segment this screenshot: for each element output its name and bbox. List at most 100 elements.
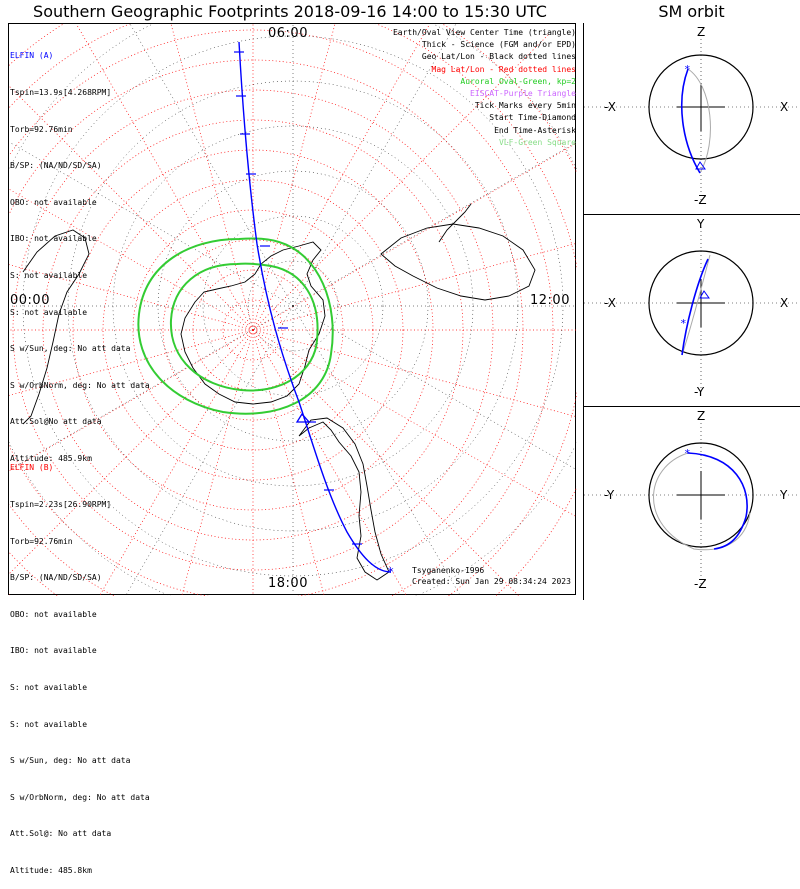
geo-lon-line: [292, 305, 577, 471]
legend-item: End Time-Asterisk: [494, 125, 576, 135]
mag-lon-line: [252, 329, 325, 596]
geo-lon-line: [129, 24, 294, 307]
elfin-a-line: S: not available: [10, 307, 88, 317]
sm-xz-top-label: Z: [697, 25, 706, 39]
mag-lat-circle: [222, 299, 284, 361]
sm-yz-left-label: -Y: [604, 488, 615, 502]
mag-lon-line: [9, 264, 254, 331]
sm-xz-right-label: X: [780, 100, 789, 114]
australia-coastline: [380, 223, 536, 301]
new-zealand-coastline: [438, 203, 472, 243]
geo-lon-line: [292, 24, 457, 307]
sm-yz-right-label: Y: [780, 488, 788, 502]
legend-item: Earth/Oval View Center Time (triangle): [392, 28, 576, 37]
mag-lon-line: [252, 242, 577, 331]
legend-item: Mag Lat/Lon - Red dotted lines: [431, 64, 577, 74]
mag-lon-line: [252, 32, 551, 331]
view-center-triangle: [295, 412, 311, 423]
mag-lon-line: [252, 329, 407, 596]
hour-label-top: 06:00: [268, 26, 308, 41]
elfin-b-line: S w/Sun, deg: No att data: [10, 756, 131, 766]
sm-orbit-title: SM orbit: [658, 2, 725, 21]
south-america-coastline: [298, 417, 390, 581]
mag-lat-circle: [162, 239, 344, 421]
mag-lon-line: [9, 188, 254, 331]
mag-lat-circle: [102, 179, 404, 481]
elfin-b-line: OBO: not available: [10, 609, 97, 619]
legend-item: Tick Marks every 5min: [474, 101, 576, 111]
legend-item: EISCAT-Purple Triangle: [470, 88, 576, 98]
mag-lon-line: [252, 329, 520, 596]
geo-lat-circle: [157, 170, 429, 442]
elfin-b-line: Att.Sol@: No att data: [10, 829, 112, 839]
elfin-orbit-track: *: [234, 41, 394, 579]
sm-yz-top-label: Z: [697, 409, 706, 423]
auroral-oval-inner: [169, 262, 319, 392]
geo-lon-line: [292, 141, 577, 307]
mag-lon-line: [252, 142, 577, 331]
mag-lon-line: [75, 24, 254, 331]
elfin-b-line: Tspin=2.23s[26.90RPM]: [10, 500, 112, 509]
geo-lon-line: [125, 305, 294, 596]
mag-lon-line: [170, 24, 254, 331]
elfin-b-line: Torb=92.76min: [10, 536, 73, 546]
mag-lat-circle: [72, 149, 434, 511]
elfin-a-line: S w/OrbNorm, deg: No att data: [10, 380, 150, 390]
orbit-tick-marks: [234, 51, 362, 545]
elfin-a-line: Att.Sol@No att data: [10, 417, 102, 427]
sm-yz-bottom-label: -Z: [694, 577, 707, 591]
elfin-b-line: IBO: not available: [10, 646, 97, 656]
coastlines: [22, 203, 536, 581]
sm-panel-xz: * Z -Z -X X: [583, 23, 800, 215]
elfin-a-info: ELFIN (A) Tspin=13.9s[4.268RPM] Torb=92.…: [10, 26, 150, 477]
elfin-b-line: S w/OrbNorm, deg: No att data: [10, 792, 150, 802]
legend-item: Geo Lat/Lon - Black dotted lines: [421, 52, 576, 62]
mag-lon-line: [9, 329, 254, 396]
sm-panel-xy-canvas: *: [584, 223, 800, 393]
plot-title: Southern Geographic Footprints 2018-09-1…: [33, 2, 547, 21]
geo-lon-line: [292, 305, 461, 596]
elfin-b-line: B/SP: (NA/ND/SD/SA): [10, 573, 102, 583]
legend-item: VLF-Green Square: [498, 137, 576, 147]
hour-label-right: 12:00: [530, 293, 570, 308]
svg-text:*: *: [684, 447, 691, 460]
elfin-a-line: Altitude: 485.9km: [10, 453, 92, 463]
sm-xy-bottom-label: -Y: [694, 385, 705, 399]
credits: Tsyganenko-1996 Created: Sun Jan 29 08:3…: [412, 565, 571, 587]
sm-xy-right-label: X: [780, 296, 789, 310]
mag-lon-line: [181, 329, 254, 596]
footprint-map: *: [8, 23, 577, 596]
elfin-b-heading: ELFIN (B): [10, 463, 54, 473]
elfin-a-line: S w/Sun, deg: No att data: [10, 344, 131, 354]
geo-lon-line: [9, 305, 294, 471]
auroral-oval: [137, 237, 334, 415]
legend-item: Start Time-Diamond: [489, 113, 576, 123]
sm-xz-bottom-label: -Z: [694, 193, 707, 207]
svg-text:*: *: [684, 63, 691, 76]
mag-lon-line: [252, 24, 336, 331]
mag-lon-line: [252, 24, 431, 331]
mag-lat-circle: [12, 89, 494, 571]
svg-text:*: *: [680, 317, 687, 330]
elfin-b-line: S: not available: [10, 719, 88, 729]
sm-xy-top-label: Y: [697, 217, 705, 231]
elfin-a-heading: ELFIN (A): [10, 51, 54, 61]
mag-lon-line: [99, 329, 254, 596]
orbit-trace: [238, 41, 392, 573]
sm-panel-yz-canvas: *: [584, 415, 800, 585]
end-time-asterisk: *: [387, 565, 394, 579]
model-name: Tsyganenko-1996: [412, 566, 485, 575]
elfin-a-line: IBO: not available: [10, 234, 97, 244]
sm-panel-xy: * Y -Y -X X: [583, 215, 800, 407]
antarctica-coastline: [180, 241, 326, 405]
geo-lat-circle: [22, 35, 564, 577]
mag-lon-line: [9, 85, 254, 331]
mag-lon-line: [252, 329, 577, 418]
legend-item: Auroral Oval-Green, kp=2: [460, 76, 576, 86]
geo-lon-line: [9, 141, 294, 307]
sm-xz-left-label: -X: [604, 100, 616, 114]
africa-coastline: [22, 229, 90, 425]
hour-label-bottom: 18:00: [268, 576, 308, 591]
mag-lon-line: [9, 329, 254, 472]
elfin-a-line: Torb=92.76min: [10, 124, 73, 134]
